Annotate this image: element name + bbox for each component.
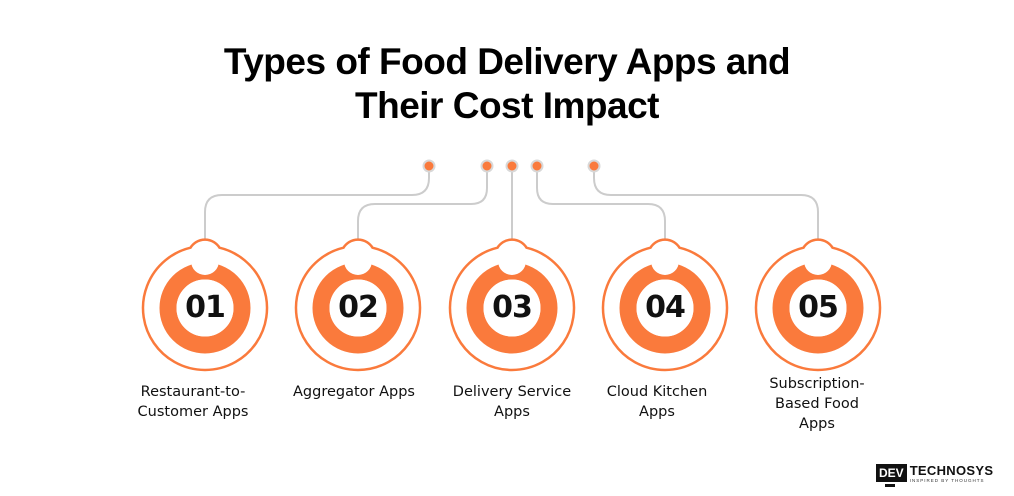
dot-icon bbox=[530, 159, 544, 173]
dot-icon bbox=[505, 159, 519, 173]
item-label-05: Subscription- Based Food Apps bbox=[769, 376, 865, 432]
connector-dots bbox=[422, 159, 601, 173]
title-line-2: Their Cost Impact bbox=[355, 85, 660, 126]
item-label-03: Delivery Service Apps bbox=[452, 384, 572, 420]
dot-icon bbox=[587, 159, 601, 173]
page-title: Types of Food Delivery Apps and Their Co… bbox=[0, 40, 1014, 128]
item-label-02: Aggregator Apps bbox=[293, 384, 415, 400]
dot-icon bbox=[422, 159, 436, 173]
item-number-04: 04 bbox=[645, 290, 686, 325]
connector-lines bbox=[204, 166, 819, 240]
brand-logo: DEV TECHNOSYS INSPIRED BY THOUGHTS bbox=[876, 463, 994, 487]
dot-icon bbox=[480, 159, 494, 173]
connector-04 bbox=[536, 166, 666, 240]
logo-tagline: INSPIRED BY THOUGHTS bbox=[909, 478, 985, 483]
connector-05 bbox=[593, 166, 819, 240]
item-number-02: 02 bbox=[338, 290, 379, 325]
logo-mark-icon: DEV bbox=[876, 464, 907, 487]
item-label-04: Cloud Kitchen Apps bbox=[606, 384, 708, 420]
item-number-01: 01 bbox=[185, 290, 226, 325]
logo-brand: TECHNOSYS bbox=[909, 463, 994, 478]
item-number-05: 05 bbox=[798, 290, 839, 325]
item-label-01: Restaurant-to- Customer Apps bbox=[137, 384, 249, 420]
connector-01 bbox=[204, 166, 430, 240]
item-number-03: 03 bbox=[492, 290, 533, 325]
connector-02 bbox=[357, 166, 488, 240]
title-line-1: Types of Food Delivery Apps and bbox=[223, 41, 791, 82]
